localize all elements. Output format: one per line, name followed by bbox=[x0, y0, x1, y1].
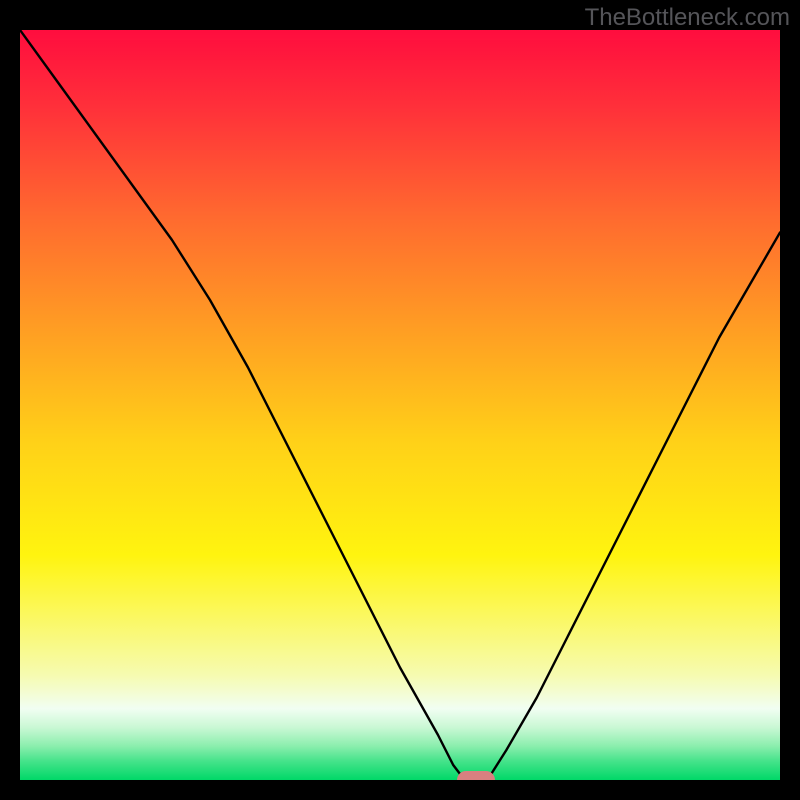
chart-frame: TheBottleneck.com bbox=[0, 0, 800, 800]
optimum-marker bbox=[457, 771, 495, 780]
plot-area bbox=[20, 30, 780, 780]
chart-svg bbox=[20, 30, 780, 780]
watermark-text: TheBottleneck.com bbox=[585, 4, 790, 32]
